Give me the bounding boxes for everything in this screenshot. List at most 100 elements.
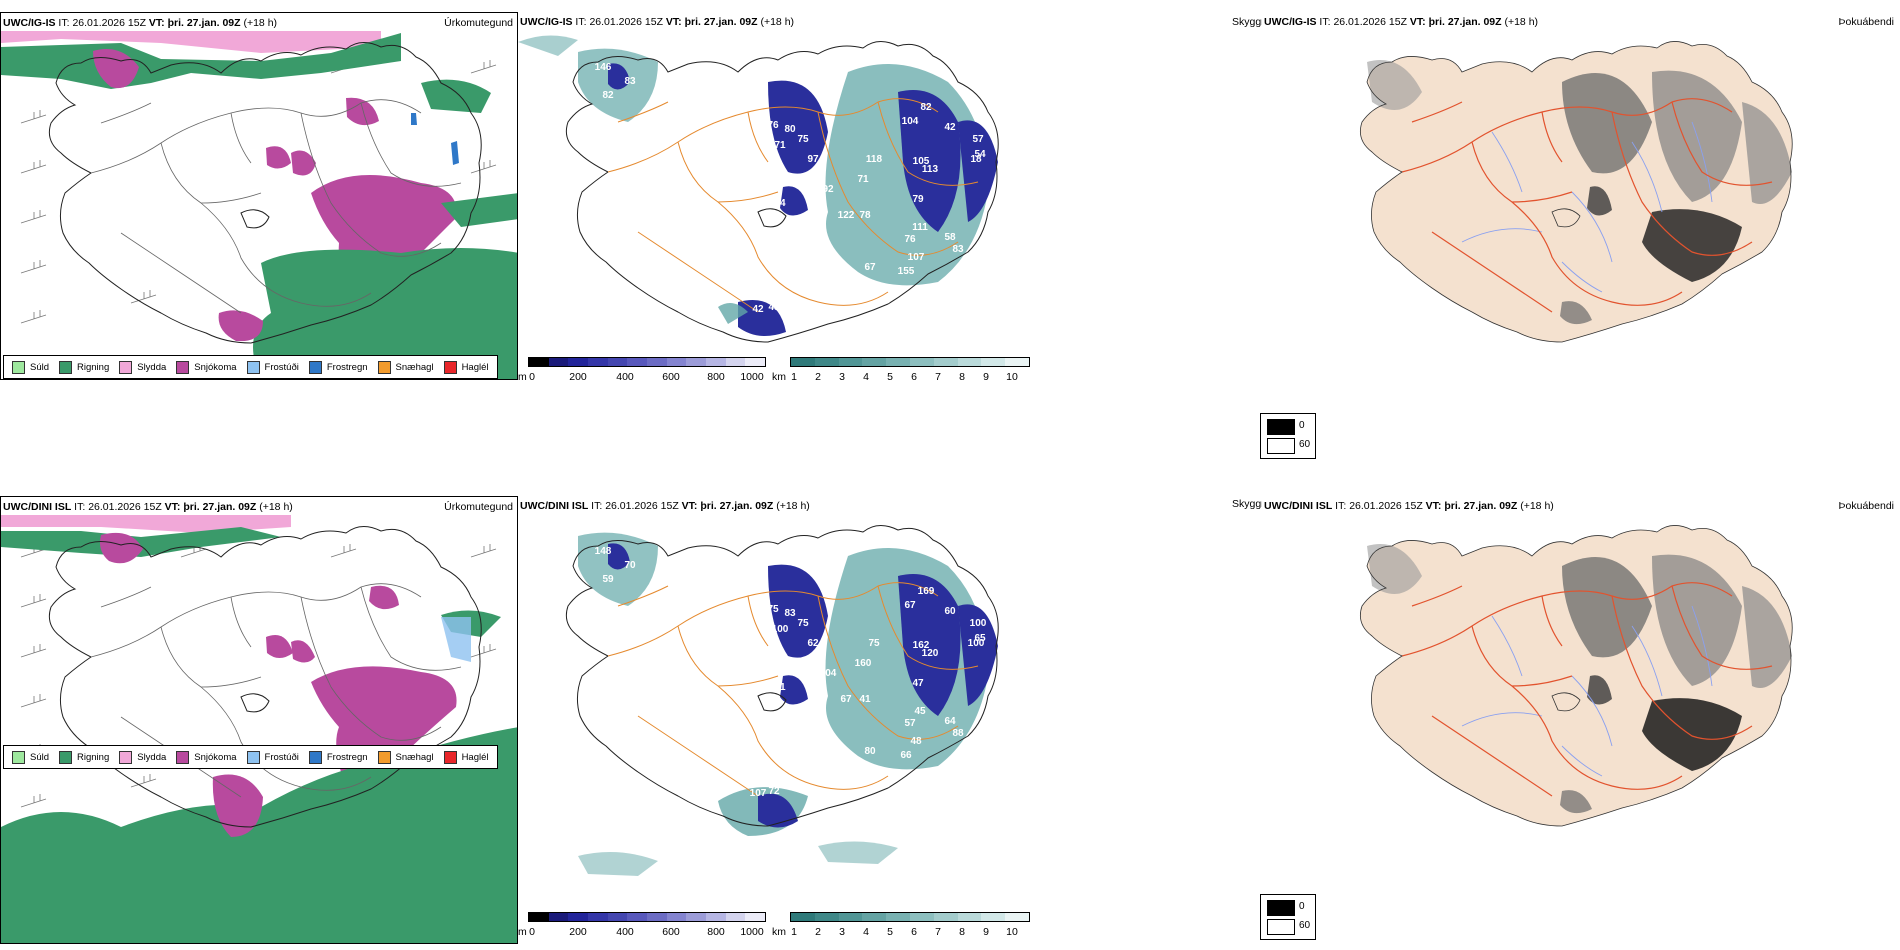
lead-time: (+18 h)	[243, 17, 278, 29]
colorbar-segment	[791, 913, 815, 921]
vt-value: þri. 27.jan. 09Z	[167, 17, 241, 29]
visibility-value-label: 97	[807, 154, 819, 165]
visibility-value-label: 75	[868, 638, 880, 649]
visibility-value-label: 82	[920, 102, 932, 113]
it-label: IT:	[575, 16, 587, 28]
visibility-value-label: 66	[900, 750, 912, 761]
it-label: IT:	[591, 500, 603, 512]
colorbar-segment	[686, 913, 707, 921]
fog-legend-value: 60	[1299, 439, 1311, 450]
visibility-value-label: 41	[859, 694, 871, 705]
colorbar-segment	[1005, 913, 1029, 921]
colorbar-segment	[909, 358, 934, 366]
height-tick: 1000	[740, 371, 764, 380]
visibility-value-label: 113	[922, 164, 939, 175]
visibility-value-label: 67	[904, 600, 916, 611]
lead-time: (+18 h)	[1520, 500, 1554, 512]
visibility-value-label: 100	[970, 618, 987, 629]
vt-label: VT:	[681, 500, 698, 512]
legend-swatch	[377, 750, 391, 764]
visibility-value-label: 72	[768, 786, 780, 797]
km-tick: 8	[959, 371, 965, 380]
visibility-value-label: 78	[859, 210, 871, 221]
fog-map-row1	[1359, 40, 1793, 343]
colorbar-segment	[588, 913, 608, 921]
visibility-value-label: 59	[602, 574, 614, 585]
colorbar-segment	[791, 358, 815, 366]
legend-item-frostregn: Frostregn	[308, 750, 368, 764]
colorbar-segment	[957, 913, 982, 921]
visibility-value-label: 100	[968, 638, 985, 649]
model-name: UWC/IG-IS	[520, 16, 573, 28]
visibility-value-label: 51	[774, 682, 786, 693]
visibility-value-label: 57	[972, 134, 984, 145]
visibility-value-label: 111	[912, 222, 928, 233]
visibility-value-label: 48	[812, 688, 824, 699]
visibility-value-label: 64	[944, 716, 956, 727]
km-colorbar-fill	[790, 912, 1030, 922]
vt-value: þri. 27.jan. 09Z	[183, 501, 257, 513]
km-tick: 7	[935, 371, 941, 380]
colorbar-segment	[588, 358, 608, 366]
colorbar-segment	[1005, 358, 1029, 366]
colorbar-segment	[814, 358, 839, 366]
legend-item-snjokoma: Snjókoma	[176, 360, 237, 374]
visibility-value-label: 54	[974, 149, 986, 160]
km-unit: km	[772, 371, 786, 380]
visibility-value-label: 105	[913, 156, 930, 167]
height-tick: 400	[616, 371, 634, 380]
km-tick: 5	[887, 371, 893, 380]
height-colorbar-fill	[528, 357, 766, 367]
visibility-value-label: 122	[838, 210, 855, 221]
precip-map-row2	[1, 515, 517, 943]
visibility-value-label: 155	[898, 266, 915, 277]
precip-title: Úrkomutegund	[444, 17, 513, 29]
sleet-area	[1, 31, 381, 53]
colorbar-segment	[933, 358, 958, 366]
legend-item-sudl: Súld	[12, 360, 49, 374]
visibility-value-label: 47	[912, 678, 924, 689]
colorbar-segment	[814, 913, 839, 921]
km-unit: km	[772, 926, 786, 938]
precip-legend-row1: Súld Rigning Slydda Snjókoma Frostúði Fr…	[3, 355, 498, 379]
vt-value: þri. 27.jan. 09Z	[1428, 16, 1502, 28]
legend-item-frostudi: Frostúði	[246, 750, 299, 764]
height-tick: 200	[569, 371, 587, 380]
km-tick: 1	[791, 371, 797, 380]
km-tick: 2	[815, 371, 821, 380]
colorbar-segment	[666, 358, 687, 366]
fog-legend-value: 0	[1299, 420, 1305, 431]
visibility-value-label: 75	[767, 604, 779, 615]
rain-area-south	[252, 248, 517, 379]
visibility-header-row2: UWC/DINI ISL IT: 26.01.2026 15Z VT: þri.…	[520, 500, 810, 512]
lead-time: (+18 h)	[259, 501, 293, 513]
fog-header-row2: UWC/DINI ISL IT: 26.01.2026 15Z VT: þri.…	[1264, 500, 1554, 512]
vis-blue-nw	[608, 63, 630, 90]
colorbar-segment	[706, 358, 726, 366]
snow-area-center1	[266, 146, 291, 169]
height-tick: 800	[707, 371, 725, 380]
visibility-value-label: 57	[904, 718, 916, 729]
height-tick: 0	[529, 926, 535, 938]
fog-panel-row2: UWC/DINI ISL IT: 26.01.2026 15Z VT: þri.…	[1262, 496, 1900, 896]
legend-swatch	[12, 750, 25, 764]
legend-item-haglel: Haglél	[443, 750, 489, 764]
km-tick: 10	[1006, 926, 1018, 938]
visibility-value-label: 67	[840, 694, 852, 705]
legend-swatch	[443, 360, 457, 374]
km-colorbar-row1: km 1 2 3 4 5 6 7 8 9 10	[772, 357, 1034, 380]
colorbar-segment	[607, 913, 628, 921]
vt-label: VT:	[1409, 16, 1426, 28]
visibility-value-label: 82	[602, 90, 614, 101]
precip-header-row1: UWC/IG-IS IT: 26.01.2026 15Z VT: þri. 27…	[3, 17, 277, 29]
vis-blue-eastcoast	[958, 120, 998, 222]
vis-blue-center	[780, 186, 808, 216]
model-name: UWC/DINI ISL	[3, 501, 72, 513]
km-tick: 7	[935, 926, 941, 938]
colorbar-segment	[548, 913, 569, 921]
visibility-value-label: 169	[918, 586, 935, 597]
colorbar-segment	[886, 358, 910, 366]
visibility-value-label: 43	[768, 302, 780, 313]
km-tick: 3	[839, 926, 845, 938]
